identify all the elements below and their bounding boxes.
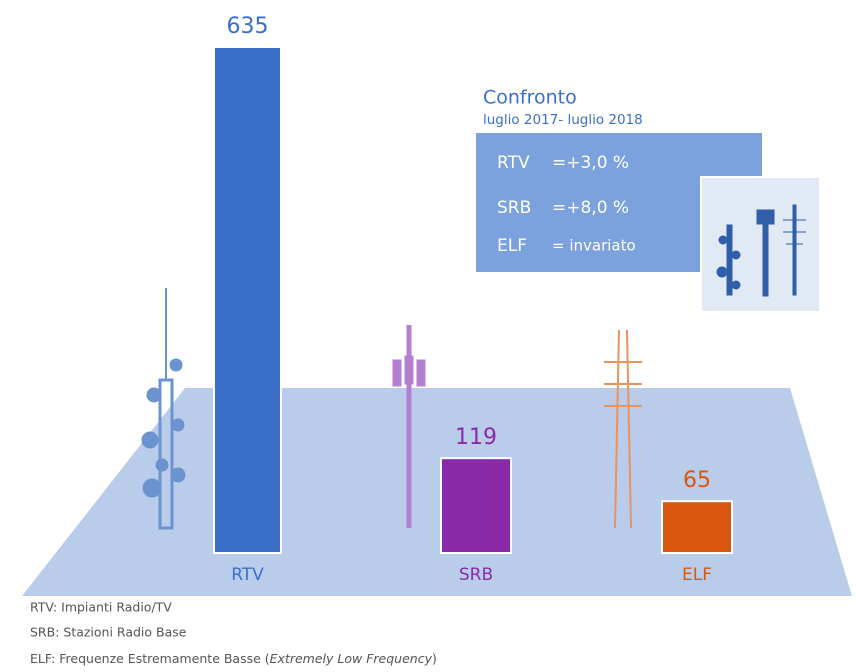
- bar: [661, 500, 733, 554]
- comparison-value: =+3,0 %: [552, 153, 629, 173]
- comparison-label: SRB: [497, 198, 531, 218]
- footnote: SRB: Stazioni Radio Base: [30, 625, 187, 640]
- footnote-text: ELF: Frequenze Estremamente Basse (: [30, 651, 270, 666]
- value-label: 635: [227, 14, 269, 39]
- srb-tower: [392, 325, 426, 528]
- footnote: RTV: Impianti Radio/TV: [30, 600, 172, 615]
- category-label: ELF: [682, 565, 712, 585]
- footnote-italic: Extremely Low Frequency: [270, 651, 433, 666]
- comparison-value: =+8,0 %: [552, 198, 629, 218]
- tower-icons: [716, 204, 806, 297]
- comparison-label: ELF: [497, 236, 527, 256]
- footnote: ELF: Frequenze Estremamente Basse (Extre…: [30, 651, 437, 666]
- footnote-end: ): [432, 651, 437, 666]
- rtv-tower: [141, 288, 186, 530]
- bar: [213, 46, 282, 554]
- value-label: 119: [455, 425, 497, 450]
- comparison-value: = invariato: [552, 237, 636, 255]
- value-label: 65: [683, 468, 711, 493]
- category-label: SRB: [459, 565, 493, 585]
- comparison-label: RTV: [497, 153, 530, 173]
- bar: [440, 457, 512, 554]
- comparison-title: Confronto: [483, 87, 577, 109]
- category-label: RTV: [231, 565, 264, 585]
- elf-pylon: [604, 329, 642, 529]
- comparison-subtitle: luglio 2017- luglio 2018: [483, 112, 643, 128]
